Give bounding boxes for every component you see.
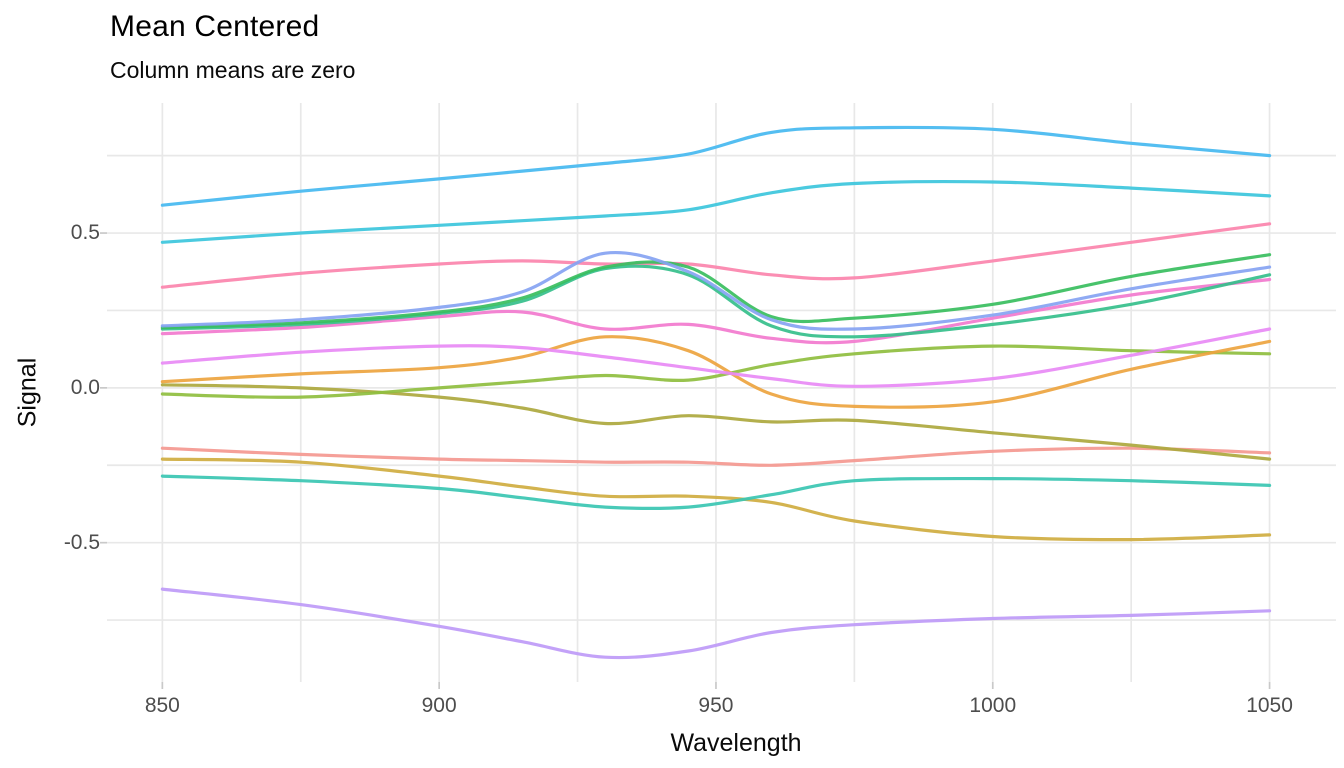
- series-line-salmon: [160, 446, 1272, 467]
- series-line-sky-blue: [160, 125, 1272, 207]
- series-line-violet: [160, 327, 1272, 388]
- x-tick-label-950: 950: [698, 694, 734, 717]
- chart-subtitle: Column means are zero: [110, 57, 356, 83]
- series-line-gold: [160, 457, 1272, 542]
- y-tick-label-0.0: 0.0: [70, 375, 100, 399]
- x-tick-label-1000: 1000: [969, 694, 1017, 717]
- axis-tick-marks: [100, 232, 1271, 689]
- y-tick-label--0.5: -0.5: [63, 530, 100, 554]
- series-line-magenta: [160, 277, 1272, 345]
- series-line-kelly-green: [160, 253, 1272, 330]
- series-line-orange: [160, 335, 1272, 409]
- y-tick-label-0.5: 0.5: [70, 221, 100, 245]
- x-tick-label-1050: 1050: [1246, 694, 1293, 717]
- x-tick-label-850: 850: [144, 694, 180, 717]
- series-line-cornflower: [160, 250, 1272, 331]
- series-line-chartreuse: [160, 344, 1272, 399]
- x-tick-label-900: 900: [421, 694, 457, 717]
- series-line-cyan: [160, 180, 1272, 244]
- chart-title: Mean Centered: [110, 10, 320, 43]
- series-line-rose-pink: [160, 222, 1272, 289]
- x-axis-title: Wavelength: [670, 729, 802, 757]
- series-lines: [160, 125, 1272, 660]
- series-line-teal: [160, 474, 1272, 511]
- series-line-lavender: [160, 587, 1272, 660]
